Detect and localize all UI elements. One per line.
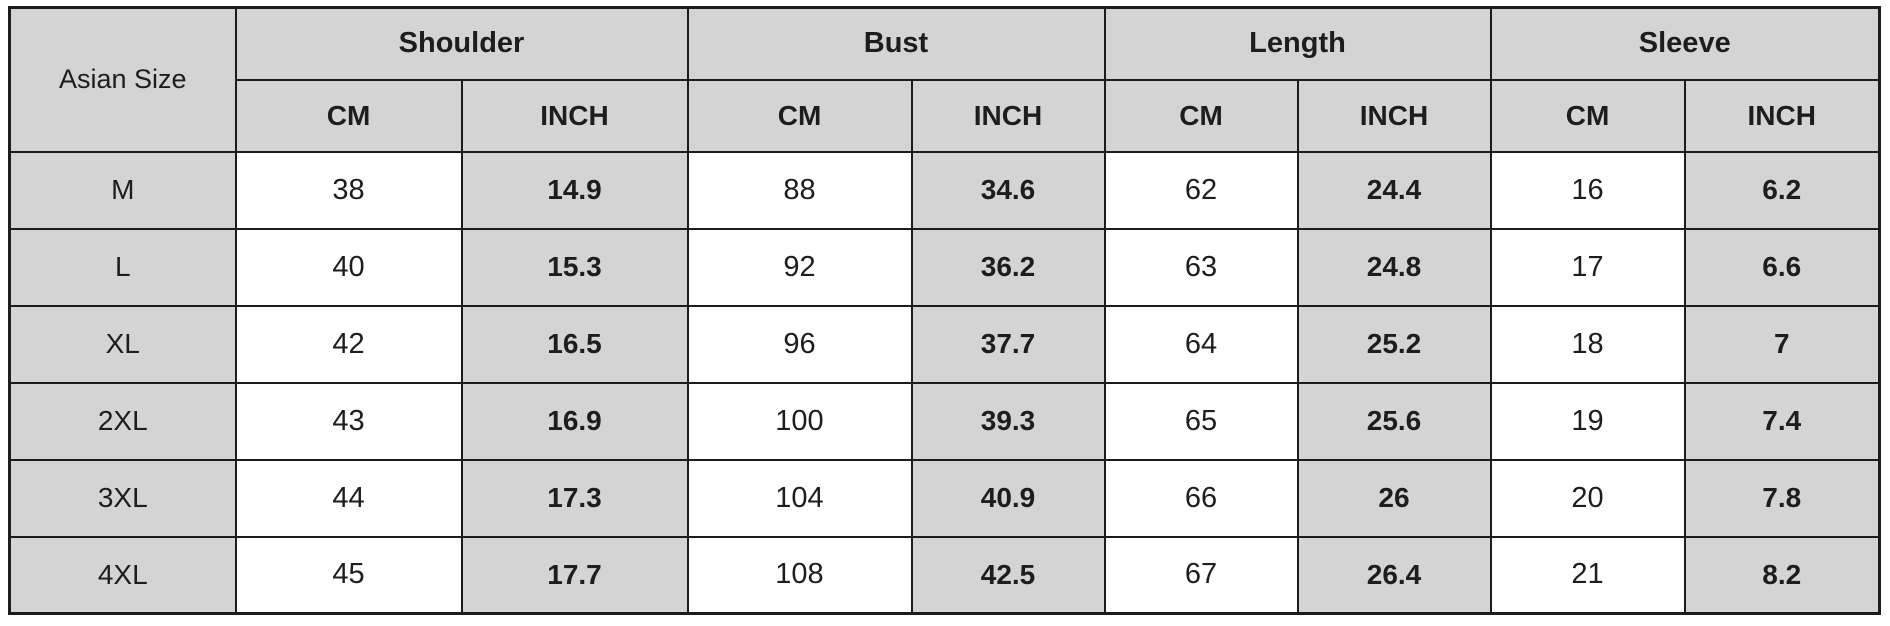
shoulder-cm-cell: 44 — [234, 458, 463, 538]
shoulder-cm-cell: 40 — [234, 227, 463, 307]
bust-inch-cell: 39.3 — [910, 381, 1106, 461]
table-row-4xl: 4XL 45 17.7 108 42.5 67 26.4 21 8.2 — [8, 535, 1881, 615]
table-row-l: L 40 15.3 92 36.2 63 24.8 17 6.6 — [8, 227, 1881, 307]
size-cell: XL — [8, 304, 237, 384]
sleeve-inch-cell: 7.4 — [1683, 381, 1881, 461]
bust-cm-cell: 104 — [686, 458, 913, 538]
unit-header-bust-inch: INCH — [910, 78, 1106, 153]
length-inch-cell: 26.4 — [1296, 535, 1492, 615]
group-header-sleeve: Sleeve — [1489, 6, 1881, 81]
length-cm-cell: 62 — [1103, 150, 1299, 230]
sleeve-cm-cell: 21 — [1489, 535, 1686, 615]
unit-header-sleeve-inch: INCH — [1683, 78, 1881, 153]
table-row-2xl: 2XL 43 16.9 100 39.3 65 25.6 19 7.4 — [8, 381, 1881, 461]
shoulder-inch-cell: 17.3 — [460, 458, 689, 538]
unit-header-shoulder-cm: CM — [234, 78, 463, 153]
length-inch-cell: 25.6 — [1296, 381, 1492, 461]
shoulder-inch-cell: 17.7 — [460, 535, 689, 615]
sleeve-inch-cell: 7 — [1683, 304, 1881, 384]
length-inch-cell: 24.4 — [1296, 150, 1492, 230]
unit-header-length-inch: INCH — [1296, 78, 1492, 153]
unit-header-bust-cm: CM — [686, 78, 913, 153]
unit-header-length-cm: CM — [1103, 78, 1299, 153]
size-cell: 3XL — [8, 458, 237, 538]
sleeve-cm-cell: 18 — [1489, 304, 1686, 384]
table-row-xl: XL 42 16.5 96 37.7 64 25.2 18 7 — [8, 304, 1881, 384]
shoulder-inch-cell: 15.3 — [460, 227, 689, 307]
length-cm-cell: 67 — [1103, 535, 1299, 615]
sleeve-inch-cell: 6.6 — [1683, 227, 1881, 307]
sleeve-inch-cell: 6.2 — [1683, 150, 1881, 230]
shoulder-cm-cell: 42 — [234, 304, 463, 384]
group-header-length: Length — [1103, 6, 1492, 81]
sleeve-cm-cell: 16 — [1489, 150, 1686, 230]
unit-header-row: CM INCH CM INCH CM INCH CM INCH — [10, 78, 1881, 153]
length-cm-cell: 66 — [1103, 458, 1299, 538]
group-header-shoulder: Shoulder — [234, 6, 689, 81]
group-header-bust: Bust — [686, 6, 1106, 81]
bust-inch-cell: 37.7 — [910, 304, 1106, 384]
unit-header-sleeve-cm: CM — [1489, 78, 1686, 153]
sleeve-cm-cell: 17 — [1489, 227, 1686, 307]
bust-cm-cell: 92 — [686, 227, 913, 307]
bust-cm-cell: 108 — [686, 535, 913, 615]
shoulder-inch-cell: 14.9 — [460, 150, 689, 230]
bust-inch-cell: 40.9 — [910, 458, 1106, 538]
shoulder-inch-cell: 16.9 — [460, 381, 689, 461]
length-inch-cell: 25.2 — [1296, 304, 1492, 384]
length-cm-cell: 65 — [1103, 381, 1299, 461]
sleeve-cm-cell: 19 — [1489, 381, 1686, 461]
group-header-row: Asian Size Shoulder Bust Length Sleeve — [8, 6, 1881, 153]
size-cell: M — [8, 150, 237, 230]
bust-cm-cell: 100 — [686, 381, 913, 461]
shoulder-cm-cell: 38 — [234, 150, 463, 230]
bust-cm-cell: 96 — [686, 304, 913, 384]
unit-header-shoulder-inch: INCH — [460, 78, 689, 153]
size-cell: 2XL — [8, 381, 237, 461]
bust-inch-cell: 36.2 — [910, 227, 1106, 307]
size-cell: 4XL — [8, 535, 237, 615]
length-cm-cell: 63 — [1103, 227, 1299, 307]
sleeve-inch-cell: 8.2 — [1683, 535, 1881, 615]
bust-cm-cell: 88 — [686, 150, 913, 230]
shoulder-inch-cell: 16.5 — [460, 304, 689, 384]
shoulder-cm-cell: 45 — [234, 535, 463, 615]
table-row-3xl: 3XL 44 17.3 104 40.9 66 26 20 7.8 — [8, 458, 1881, 538]
length-inch-cell: 26 — [1296, 458, 1492, 538]
shoulder-cm-cell: 43 — [234, 381, 463, 461]
bust-inch-cell: 42.5 — [910, 535, 1106, 615]
corner-cell-asian-size: Asian Size — [8, 6, 237, 153]
size-cell: L — [8, 227, 237, 307]
bust-inch-cell: 34.6 — [910, 150, 1106, 230]
length-inch-cell: 24.8 — [1296, 227, 1492, 307]
sleeve-inch-cell: 7.8 — [1683, 458, 1881, 538]
size-chart-table: Asian Size Shoulder Bust Length Sleeve C… — [8, 6, 1881, 615]
table-row-m: M 38 14.9 88 34.6 62 24.4 16 6.2 — [8, 150, 1881, 230]
length-cm-cell: 64 — [1103, 304, 1299, 384]
sleeve-cm-cell: 20 — [1489, 458, 1686, 538]
